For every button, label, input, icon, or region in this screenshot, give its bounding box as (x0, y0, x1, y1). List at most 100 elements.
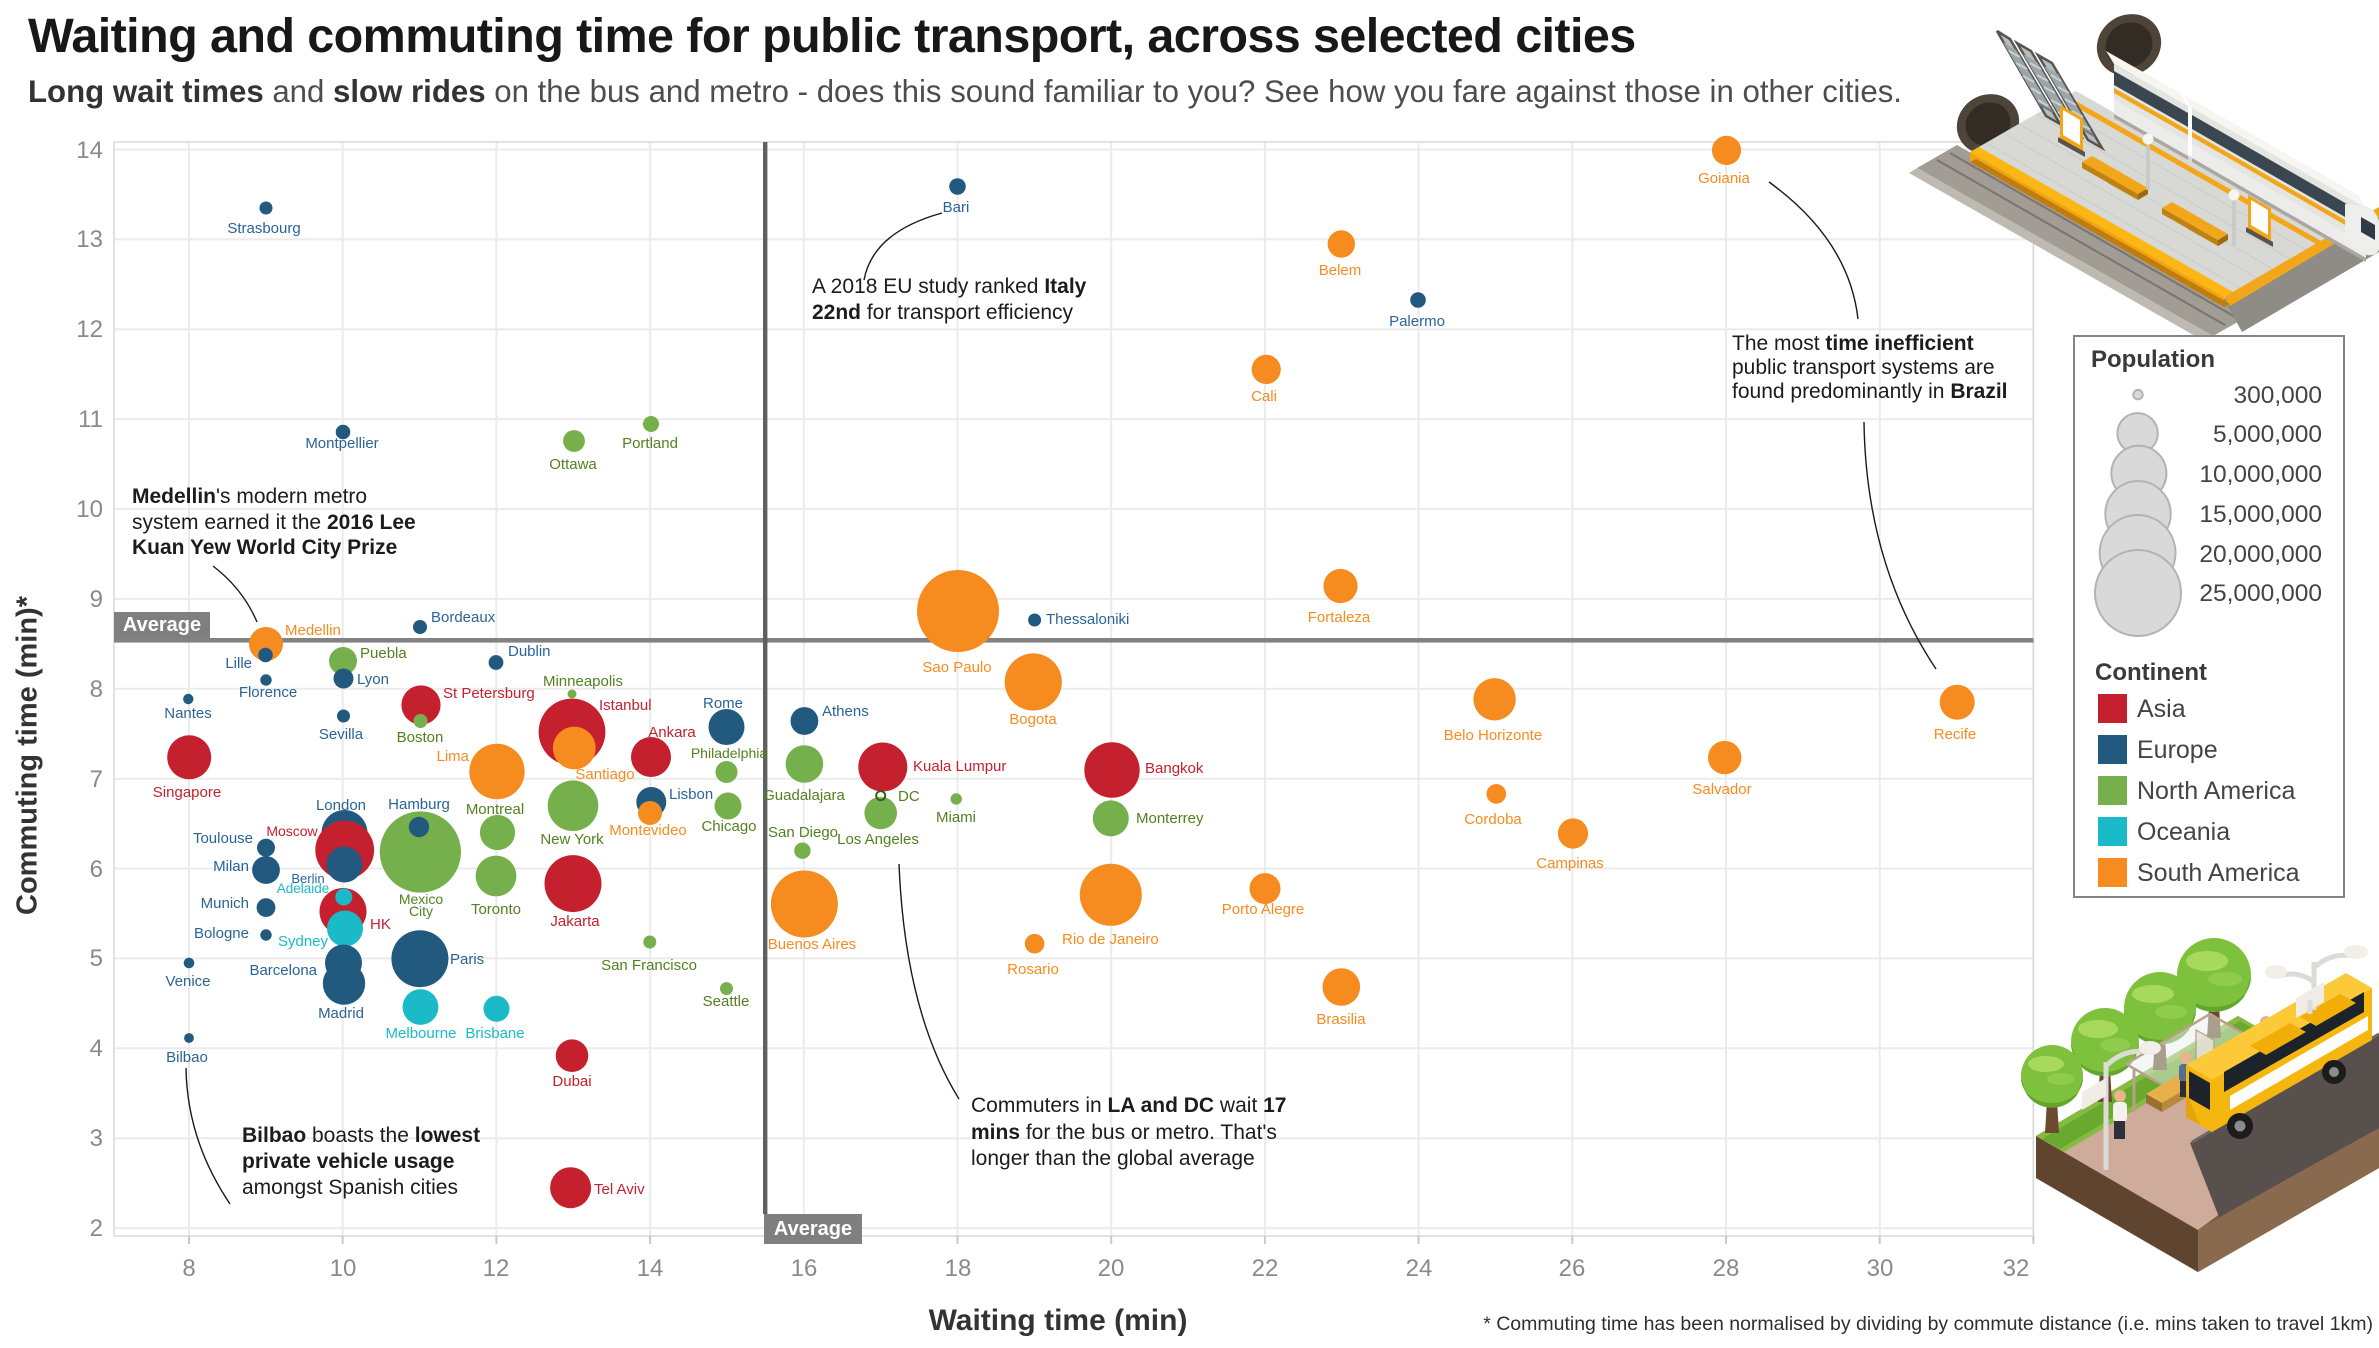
svg-text:12: 12 (483, 1255, 510, 1282)
svg-text:14: 14 (76, 137, 103, 164)
svg-text:18: 18 (945, 1255, 972, 1282)
svg-text:Bordeaux: Bordeaux (431, 609, 496, 626)
svg-text:Istanbul: Istanbul (599, 697, 652, 714)
svg-text:Montevideo: Montevideo (609, 822, 687, 839)
svg-text:25,000,000: 25,000,000 (2199, 580, 2322, 607)
svg-text:Miami: Miami (936, 809, 976, 826)
svg-text:11: 11 (78, 406, 103, 433)
svg-text:Bogota: Bogota (1009, 711, 1057, 728)
svg-text:Salvador: Salvador (1692, 781, 1751, 798)
svg-text:Ankara: Ankara (648, 724, 696, 741)
svg-text:Lille: Lille (225, 655, 252, 672)
svg-text:13: 13 (76, 226, 103, 253)
svg-text:Lisbon: Lisbon (669, 786, 713, 803)
svg-text:Sevilla: Sevilla (319, 726, 364, 743)
svg-text:San Francisco: San Francisco (601, 957, 697, 974)
svg-text:Philadelphia: Philadelphia (691, 745, 767, 761)
svg-text:Montreal: Montreal (466, 801, 524, 818)
svg-text:Monterrey: Monterrey (1136, 810, 1204, 827)
svg-text:Melbourne: Melbourne (386, 1025, 457, 1042)
svg-text:South America: South America (2137, 859, 2300, 887)
svg-text:4: 4 (90, 1035, 103, 1062)
svg-text:Porto Alegre: Porto Alegre (1222, 901, 1305, 918)
svg-text:St Petersburg: St Petersburg (443, 685, 535, 702)
svg-text:Mexico: Mexico (399, 891, 444, 907)
svg-text:Recife: Recife (1934, 726, 1977, 743)
svg-text:Puebla: Puebla (360, 645, 407, 662)
svg-text:Lyon: Lyon (357, 671, 389, 688)
svg-text:10: 10 (330, 1255, 357, 1282)
svg-text:Moscow: Moscow (266, 823, 318, 839)
svg-text:Kuala Lumpur: Kuala Lumpur (913, 758, 1006, 775)
svg-text:3: 3 (90, 1125, 103, 1152)
svg-text:Buenos Aires: Buenos Aires (768, 936, 856, 953)
svg-text:Singapore: Singapore (153, 784, 221, 801)
svg-text:Venice: Venice (165, 973, 210, 990)
svg-text:Brasilia: Brasilia (1316, 1011, 1366, 1028)
svg-text:Nantes: Nantes (164, 705, 212, 722)
svg-text:32: 32 (2003, 1255, 2030, 1282)
svg-text:Fortaleza: Fortaleza (1308, 609, 1371, 626)
svg-text:Tel Aviv: Tel Aviv (594, 1181, 645, 1198)
svg-text:DC: DC (898, 788, 920, 805)
svg-text:16: 16 (791, 1255, 818, 1282)
svg-text:London: London (316, 797, 366, 814)
svg-text:Milan: Milan (213, 858, 249, 875)
svg-text:HK: HK (370, 916, 391, 933)
svg-text:Ottawa: Ottawa (549, 456, 597, 473)
svg-text:Guadalajara: Guadalajara (763, 787, 845, 804)
svg-text:Europe: Europe (2137, 736, 2218, 764)
svg-text:Minneapolis: Minneapolis (543, 673, 623, 690)
svg-text:Rio de Janeiro: Rio de Janeiro (1062, 931, 1159, 948)
svg-text:Berlin: Berlin (291, 871, 324, 886)
svg-text:Portland: Portland (622, 435, 678, 452)
svg-text:Brisbane: Brisbane (465, 1025, 524, 1042)
svg-text:Madrid: Madrid (318, 1005, 364, 1022)
svg-text:Belem: Belem (1319, 262, 1362, 279)
svg-text:20,000,000: 20,000,000 (2199, 541, 2322, 568)
svg-text:5,000,000: 5,000,000 (2213, 421, 2322, 448)
svg-text:Paris: Paris (450, 951, 484, 968)
svg-text:Asia: Asia (2137, 695, 2186, 723)
svg-text:5: 5 (90, 945, 103, 972)
svg-text:10,000,000: 10,000,000 (2199, 461, 2322, 488)
svg-text:Sydney: Sydney (278, 933, 329, 950)
svg-text:Goiania: Goiania (1698, 170, 1750, 187)
svg-text:24: 24 (1406, 1255, 1433, 1282)
svg-text:Cordoba: Cordoba (1464, 811, 1522, 828)
svg-text:10: 10 (76, 496, 103, 523)
svg-text:Barcelona: Barcelona (249, 962, 317, 979)
svg-text:North America: North America (2137, 777, 2295, 805)
svg-text:Belo Horizonte: Belo Horizonte (1444, 727, 1542, 744)
svg-text:Boston: Boston (397, 729, 444, 746)
svg-text:Strasbourg: Strasbourg (227, 220, 300, 237)
svg-text:Dublin: Dublin (508, 643, 551, 660)
svg-text:12: 12 (76, 316, 103, 343)
svg-text:7: 7 (90, 766, 103, 793)
svg-text:Bilbao: Bilbao (166, 1049, 208, 1066)
svg-text:9: 9 (90, 586, 103, 613)
svg-text:Cali: Cali (1251, 388, 1277, 405)
svg-text:8: 8 (182, 1255, 195, 1282)
svg-text:Jakarta: Jakarta (550, 913, 600, 930)
svg-text:New York: New York (540, 831, 604, 848)
svg-text:Sao Paulo: Sao Paulo (922, 659, 991, 676)
svg-text:Santiago: Santiago (575, 766, 634, 783)
svg-text:City: City (409, 903, 433, 919)
svg-text:Bologne: Bologne (194, 925, 249, 942)
svg-text:6: 6 (90, 856, 103, 883)
svg-text:300,000: 300,000 (2233, 382, 2322, 409)
svg-text:Dubai: Dubai (552, 1073, 591, 1090)
svg-text:Thessaloniki: Thessaloniki (1046, 611, 1129, 628)
svg-text:22: 22 (1252, 1255, 1279, 1282)
svg-text:Athens: Athens (822, 703, 869, 720)
svg-text:Continent: Continent (2095, 659, 2207, 686)
svg-text:Oceania: Oceania (2137, 818, 2230, 846)
svg-text:30: 30 (1867, 1255, 1894, 1282)
svg-text:2: 2 (90, 1215, 103, 1242)
svg-text:Palermo: Palermo (1389, 313, 1445, 330)
svg-text:28: 28 (1713, 1255, 1740, 1282)
svg-text:Rosario: Rosario (1007, 961, 1059, 978)
svg-text:Bangkok: Bangkok (1145, 760, 1204, 777)
svg-text:Chicago: Chicago (701, 818, 756, 835)
